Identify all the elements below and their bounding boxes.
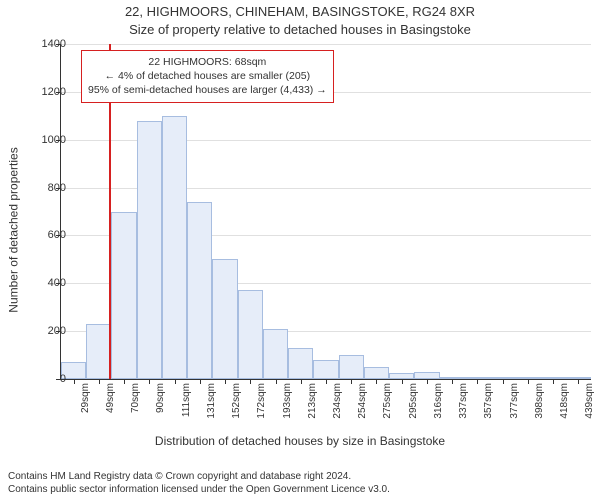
y-axis-label: Number of detached properties	[6, 40, 22, 420]
xtick-mark	[402, 379, 403, 384]
footer-attribution: Contains HM Land Registry data © Crown c…	[8, 470, 390, 496]
bar	[263, 329, 288, 379]
chart-container: 22, HIGHMOORS, CHINEHAM, BASINGSTOKE, RG…	[0, 0, 600, 500]
xtick-label: 70sqm	[130, 383, 141, 413]
xtick-mark	[376, 379, 377, 384]
ytick-label: 600	[30, 229, 66, 241]
ytick-label: 800	[30, 182, 66, 194]
ytick-label: 1400	[30, 38, 66, 50]
bar	[137, 121, 162, 379]
xtick-label: 337sqm	[458, 383, 469, 419]
ytick-label: 0	[30, 373, 66, 385]
xtick-label: 254sqm	[357, 383, 368, 419]
footer-line1: Contains HM Land Registry data © Crown c…	[8, 470, 390, 483]
xtick-mark	[74, 379, 75, 384]
xtick-mark	[427, 379, 428, 384]
xtick-label: 295sqm	[408, 383, 419, 419]
chart-title-line1: 22, HIGHMOORS, CHINEHAM, BASINGSTOKE, RG…	[0, 4, 600, 19]
xtick-label: 152sqm	[231, 383, 242, 419]
chart-title-line2: Size of property relative to detached ho…	[0, 22, 600, 37]
bar	[288, 348, 313, 379]
bar	[162, 116, 187, 379]
xtick-label: 90sqm	[155, 383, 166, 413]
annotation-line2: ← 4% of detached houses are smaller (205…	[88, 69, 327, 83]
bar	[339, 355, 364, 379]
footer-line2: Contains public sector information licen…	[8, 483, 390, 496]
xtick-label: 193sqm	[282, 383, 293, 419]
x-axis-label: Distribution of detached houses by size …	[0, 434, 600, 448]
ytick-label: 400	[30, 277, 66, 289]
xtick-label: 398sqm	[534, 383, 545, 419]
xtick-mark	[99, 379, 100, 384]
xtick-label: 49sqm	[105, 383, 116, 413]
annotation-box: 22 HIGHMOORS: 68sqm ← 4% of detached hou…	[81, 50, 334, 103]
xtick-mark	[553, 379, 554, 384]
xtick-label: 439sqm	[584, 383, 595, 419]
bar	[238, 290, 263, 379]
plot-area: 29sqm49sqm70sqm90sqm111sqm131sqm152sqm17…	[60, 44, 591, 380]
xtick-label: 172sqm	[256, 383, 267, 419]
xtick-mark	[578, 379, 579, 384]
xtick-label: 131sqm	[206, 383, 217, 419]
bar	[111, 212, 136, 380]
xtick-mark	[225, 379, 226, 384]
ytick-label: 1000	[30, 134, 66, 146]
xtick-mark	[250, 379, 251, 384]
xtick-label: 316sqm	[433, 383, 444, 419]
xtick-label: 29sqm	[80, 383, 91, 413]
ytick-label: 200	[30, 325, 66, 337]
annotation-line3: 95% of semi-detached houses are larger (…	[88, 83, 327, 97]
xtick-mark	[528, 379, 529, 384]
xtick-mark	[351, 379, 352, 384]
xtick-mark	[124, 379, 125, 384]
xtick-label: 234sqm	[332, 383, 343, 419]
xtick-mark	[200, 379, 201, 384]
bar	[313, 360, 338, 379]
bar	[212, 259, 237, 379]
xtick-label: 418sqm	[559, 383, 570, 419]
xtick-label: 377sqm	[509, 383, 520, 419]
bar	[414, 372, 439, 379]
xtick-mark	[276, 379, 277, 384]
annotation-line1: 22 HIGHMOORS: 68sqm	[88, 55, 327, 69]
xtick-label: 275sqm	[382, 383, 393, 419]
xtick-mark	[326, 379, 327, 384]
xtick-label: 213sqm	[307, 383, 318, 419]
bar	[364, 367, 389, 379]
xtick-label: 357sqm	[483, 383, 494, 419]
xtick-mark	[175, 379, 176, 384]
bar	[86, 324, 111, 379]
xtick-mark	[149, 379, 150, 384]
bar	[187, 202, 212, 379]
ytick-label: 1200	[30, 86, 66, 98]
xtick-label: 111sqm	[181, 383, 192, 417]
xtick-mark	[301, 379, 302, 384]
gridline	[61, 44, 591, 45]
xtick-mark	[452, 379, 453, 384]
xtick-mark	[503, 379, 504, 384]
xtick-mark	[477, 379, 478, 384]
